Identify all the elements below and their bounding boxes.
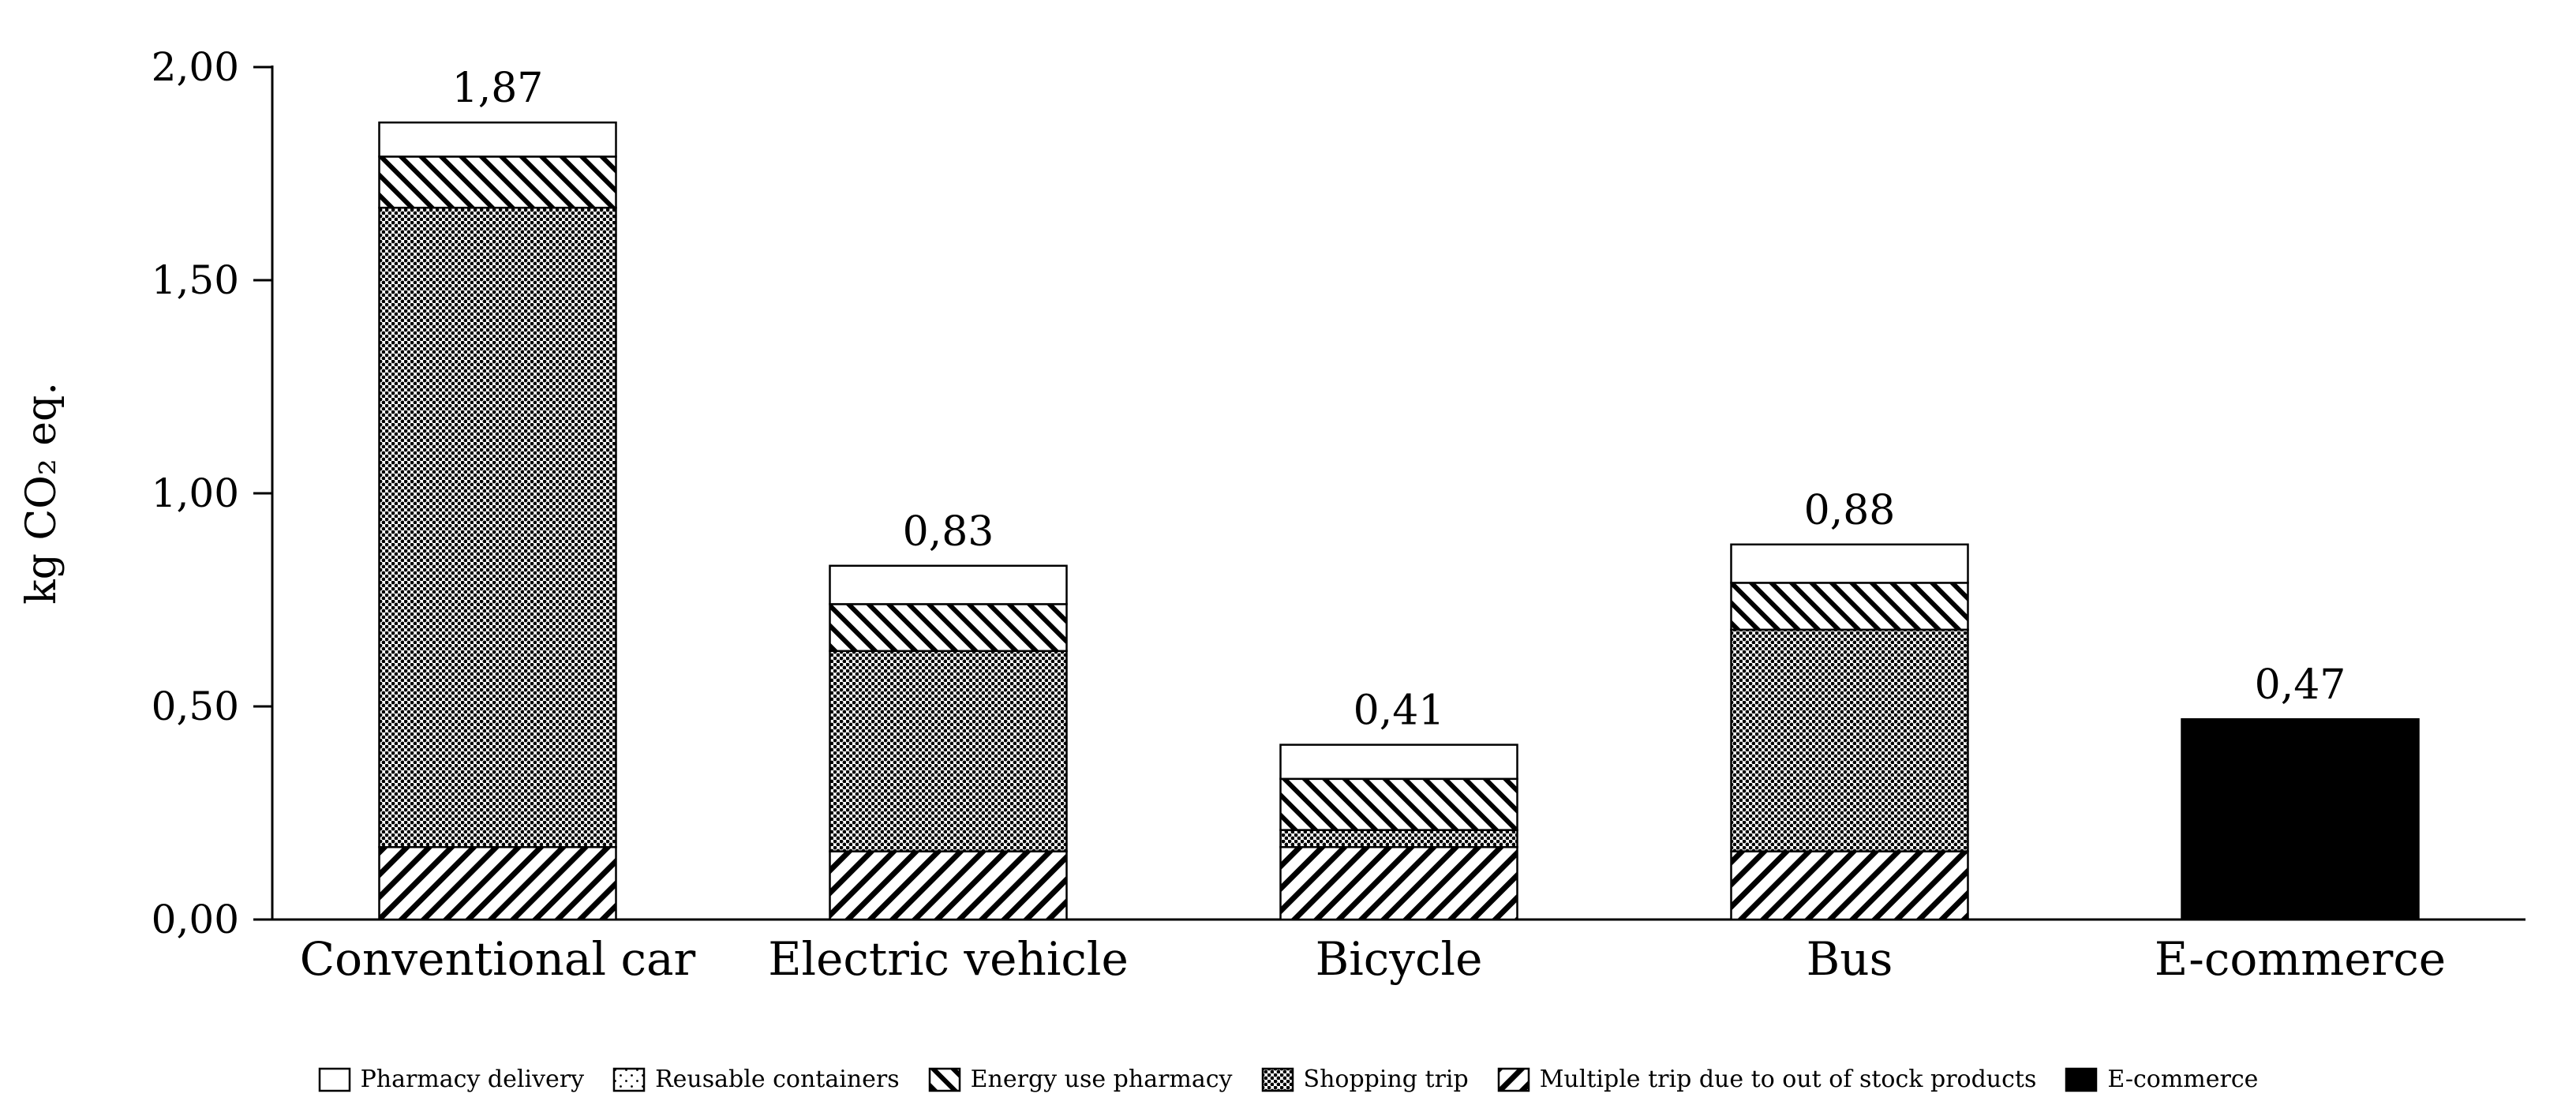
- legend: Pharmacy delivery Reusable containers Ener…: [0, 1066, 2576, 1093]
- bar-segment-white: [1730, 543, 1969, 584]
- bar-segment-white: [829, 564, 1068, 605]
- legend-swatch-forward-hatch: [1497, 1067, 1530, 1092]
- legend-swatch-solid-black: [2065, 1067, 2098, 1092]
- legend-item: Multiple trip due to out of stock produc…: [1497, 1066, 2037, 1093]
- x-category-label: Conventional car: [300, 932, 696, 986]
- bar-segment-dense-dots: [829, 650, 1068, 852]
- bar-segment-back-hatch: [378, 155, 617, 209]
- legend-label: Shopping trip: [1303, 1066, 1469, 1093]
- legend-item: Shopping trip: [1261, 1066, 1469, 1093]
- legend-item: Pharmacy delivery: [318, 1066, 585, 1093]
- legend-item: Energy use pharmacy: [928, 1066, 1233, 1093]
- bar-segment-white: [378, 121, 617, 158]
- plot-area: 0,00 0,50 1,00 1,50 2,00 1,87 Conventional car…: [152, 44, 2525, 986]
- bar-segment-back-hatch: [1730, 582, 1969, 631]
- bar-segment-dense-dots: [378, 206, 617, 848]
- y-tick-label: 1,00: [152, 470, 239, 516]
- bar-segment-back-hatch: [829, 603, 1068, 653]
- bar-value-label: 0,88: [1804, 487, 1896, 534]
- bar-value-label: 1,87: [452, 65, 544, 112]
- x-category-label: E-commerce: [2155, 932, 2446, 986]
- bar-segment-dense-dots: [1730, 628, 1969, 852]
- x-category-label: Bus: [1807, 932, 1893, 986]
- legend-label: E-commerce: [2107, 1066, 2259, 1093]
- bar-segment-forward-hatch: [1730, 850, 1969, 921]
- bar-segment-solid-black: [2181, 717, 2420, 921]
- bar-value-label: 0,83: [903, 508, 994, 556]
- legend-swatch-white: [318, 1067, 350, 1092]
- x-category-label: Bicycle: [1316, 932, 1483, 986]
- legend-label: Reusable containers: [655, 1066, 900, 1093]
- legend-label: Multiple trip due to out of stock produc…: [1539, 1066, 2037, 1093]
- bar-segment-back-hatch: [1279, 777, 1518, 831]
- legend-swatch-dense-dots: [1261, 1067, 1294, 1092]
- bar-segment-white: [1279, 744, 1518, 781]
- legend-swatch-sparse-dots: [612, 1067, 646, 1092]
- bar-value-label: 0,47: [2255, 661, 2346, 709]
- bar-segment-forward-hatch: [829, 850, 1068, 921]
- legend-swatch-back-hatch: [928, 1067, 960, 1092]
- bar-segment-forward-hatch: [1279, 845, 1518, 921]
- legend-label: Energy use pharmacy: [970, 1066, 1233, 1093]
- y-tick-label: 0,00: [152, 897, 239, 942]
- y-tick-label: 0,50: [152, 684, 239, 729]
- y-tick-label: 1,50: [152, 257, 239, 303]
- bar-segment-dense-dots: [1279, 829, 1518, 848]
- bar-segment-forward-hatch: [378, 845, 617, 921]
- legend-label: Pharmacy delivery: [360, 1066, 585, 1093]
- legend-item: E-commerce: [2065, 1066, 2258, 1093]
- y-tick-label: 2,00: [152, 44, 239, 90]
- x-category-label: Electric vehicle: [768, 932, 1129, 986]
- bar-value-label: 0,41: [1354, 687, 1445, 735]
- y-axis-title: kg CO₂ eq.: [18, 382, 66, 605]
- legend-item: Reusable containers: [612, 1066, 900, 1093]
